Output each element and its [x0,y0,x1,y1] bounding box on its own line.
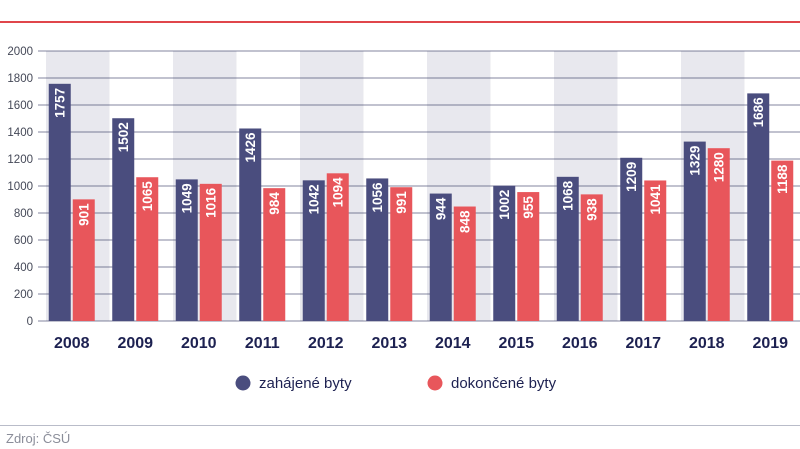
bar-started-2018 [683,141,706,321]
x-tick-label-2015: 2015 [498,335,534,352]
value-label-started-2013: 1056 [370,182,385,213]
value-label-completed-2018: 1280 [712,152,727,182]
value-label-completed-2010: 1016 [204,187,219,218]
value-label-completed-2009: 1065 [140,181,155,212]
source-note: Zdroj: ČSÚ [6,431,71,446]
value-label-completed-2014: 848 [458,210,473,233]
x-tick-label-2014: 2014 [435,335,471,352]
value-label-started-2008: 1757 [53,88,68,118]
bar-completed-2010 [199,183,222,321]
bar-completed-2014 [453,206,476,321]
bar-started-2009 [112,118,135,321]
bar-started-2015 [493,185,516,321]
value-label-completed-2015: 955 [521,196,536,219]
value-label-completed-2013: 991 [394,191,409,214]
x-tick-label-2019: 2019 [752,335,788,352]
x-tick-label-2009: 2009 [117,335,153,352]
y-tick-label-1600: 1600 [7,100,33,112]
bar-started-2017 [620,157,643,321]
value-label-started-2016: 1068 [561,180,576,211]
value-label-started-2018: 1329 [688,146,703,176]
x-tick-label-2017: 2017 [625,335,661,352]
value-label-started-2011: 1426 [243,132,258,163]
y-tick-label-800: 800 [14,208,33,220]
bar-started-2019 [747,93,770,321]
value-label-started-2019: 1686 [751,97,766,128]
x-tick-label-2011: 2011 [245,335,280,352]
bar-started-2016 [556,176,579,321]
value-label-started-2017: 1209 [624,162,639,192]
value-label-completed-2012: 1094 [331,177,346,208]
bar-started-2011 [239,128,262,321]
bar-completed-2011 [263,188,286,321]
x-tick-label-2013: 2013 [371,335,407,352]
value-label-completed-2019: 1188 [775,164,790,194]
legend-completed-label: dokončené byty [451,375,557,392]
footer-rule [0,425,800,426]
header-rule [0,21,800,23]
value-label-started-2009: 1502 [116,122,131,152]
value-label-completed-2016: 938 [585,198,600,221]
y-tick-label-1400: 1400 [7,127,33,139]
bar-started-2014 [429,193,452,321]
bar-chart: 0 200 400 600 800 1000 1200 1400 1600 1800 2000 175… [7,46,800,392]
bar-completed-2009 [136,177,159,321]
y-tick-label-1000: 1000 [7,181,33,193]
y-tick-label-200: 200 [14,289,33,301]
x-tick-label-2008: 2008 [54,335,90,352]
y-tick-label-400: 400 [14,262,33,274]
x-tick-label-2010: 2010 [181,335,217,352]
y-tick-label-2000: 2000 [7,46,33,58]
value-label-completed-2011: 984 [267,192,282,215]
bar-started-2012 [302,180,325,321]
bar-started-2010 [175,179,198,321]
legend-started-label: zahájené byty [259,375,352,392]
bar-completed-2017 [644,180,667,321]
legend-completed-marker [427,375,443,391]
bar-started-2013 [366,178,389,321]
bar-completed-2012 [326,173,349,321]
value-label-started-2010: 1049 [180,183,195,213]
x-tick-label-2012: 2012 [308,335,344,352]
bar-completed-2015 [517,192,540,321]
bar-completed-2013 [390,187,413,321]
bar-completed-2019 [771,160,794,321]
x-tick-label-2018: 2018 [689,335,725,352]
bar-completed-2016 [580,194,603,321]
legend-started-marker [235,375,251,391]
y-tick-label-600: 600 [14,235,33,247]
y-tick-label-1800: 1800 [7,73,33,85]
value-label-completed-2017: 1041 [648,184,663,215]
bar-completed-2018 [707,148,730,321]
value-label-started-2014: 944 [434,197,449,220]
bar-started-2008 [48,83,71,322]
y-tick-label-0: 0 [27,316,33,328]
x-tick-label-2016: 2016 [562,335,598,352]
value-label-completed-2008: 901 [77,203,92,226]
value-label-started-2012: 1042 [307,184,322,214]
bar-completed-2008 [72,199,95,321]
value-label-started-2015: 1002 [497,190,512,220]
y-tick-label-1200: 1200 [7,154,33,166]
